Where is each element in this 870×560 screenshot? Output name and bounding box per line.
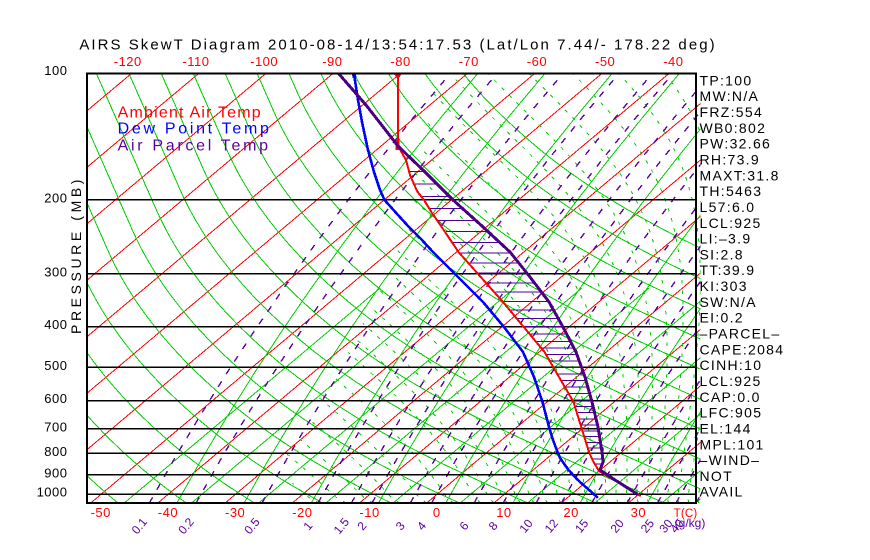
svg-text:-30: -30 [225,505,245,520]
svg-text:–WIND–: –WIND– [700,452,761,468]
svg-text:TP:100: TP:100 [700,72,753,88]
svg-text:L57:6.0: L57:6.0 [700,199,756,215]
svg-text:-90: -90 [322,54,342,69]
svg-text:-40: -40 [663,54,683,69]
svg-text:SI:2.8: SI:2.8 [700,246,744,262]
svg-text:0: 0 [433,505,441,520]
svg-text:CAPE:2084: CAPE:2084 [700,341,785,357]
svg-text:–PARCEL–: –PARCEL– [700,326,781,342]
svg-text:MPL:101: MPL:101 [700,436,765,452]
svg-text:Ambient Air Temp: Ambient Air Temp [118,105,262,122]
svg-text:400: 400 [44,317,67,332]
svg-text:CINH:10: CINH:10 [700,357,763,373]
svg-text:-50: -50 [595,54,615,69]
svg-text:T(C): T(C) [674,508,698,520]
svg-text:EI:0.2: EI:0.2 [700,310,744,326]
svg-text:CAP:0.0: CAP:0.0 [700,389,761,405]
svg-text:500: 500 [44,358,67,373]
svg-text:-20: -20 [292,505,312,520]
svg-text:RH:73.9: RH:73.9 [700,152,760,168]
svg-text:-110: -110 [182,54,209,69]
svg-text:700: 700 [44,419,67,434]
svg-text:-70: -70 [459,54,479,69]
svg-text:SW:N/A: SW:N/A [700,294,757,310]
svg-text:PW:32.66: PW:32.66 [700,136,772,152]
svg-text:1000: 1000 [37,485,68,500]
svg-text:-50: -50 [91,505,111,520]
svg-text:MW:N/A: MW:N/A [700,88,760,104]
svg-text:300: 300 [44,264,67,279]
svg-text:-100: -100 [250,54,278,69]
svg-text:900: 900 [44,465,67,480]
svg-text:KI:303: KI:303 [700,278,748,294]
svg-text:LCL:925: LCL:925 [700,215,762,231]
svg-text:(g/kg): (g/kg) [675,516,706,530]
svg-text:LFC:905: LFC:905 [700,405,763,421]
svg-text:200: 200 [44,190,67,205]
svg-text:NOT: NOT [700,468,733,484]
svg-text:30: 30 [631,505,646,520]
svg-text:TH:5463: TH:5463 [700,183,763,199]
svg-text:20: 20 [563,505,578,520]
svg-text:TT:39.9: TT:39.9 [700,262,756,278]
svg-text:-120: -120 [114,54,142,69]
svg-text:PRESSURE (MB): PRESSURE (MB) [68,176,84,334]
svg-text:LI:–3.9: LI:–3.9 [700,231,752,247]
svg-text:MAXT:31.8: MAXT:31.8 [700,167,780,183]
svg-text:Air Parcel Temp: Air Parcel Temp [118,138,271,155]
svg-text:WB0:802: WB0:802 [700,120,767,136]
svg-text:FRZ:554: FRZ:554 [700,104,764,120]
svg-text:EL:144: EL:144 [700,420,752,436]
svg-text:LCL:925: LCL:925 [700,373,762,389]
svg-text:10: 10 [496,505,511,520]
svg-text:-60: -60 [527,54,547,69]
svg-text:600: 600 [44,391,67,406]
svg-text:AIRS SkewT Diagram 2010-08-14/: AIRS SkewT Diagram 2010-08-14/13:54:17.5… [79,37,716,54]
svg-text:800: 800 [44,444,67,459]
svg-text:-10: -10 [359,505,379,520]
svg-text:-80: -80 [390,54,410,69]
svg-text:AVAIL: AVAIL [700,484,744,500]
svg-text:Dew Point Temp: Dew Point Temp [118,121,272,138]
svg-text:100: 100 [44,63,67,78]
svg-text:-40: -40 [158,505,178,520]
